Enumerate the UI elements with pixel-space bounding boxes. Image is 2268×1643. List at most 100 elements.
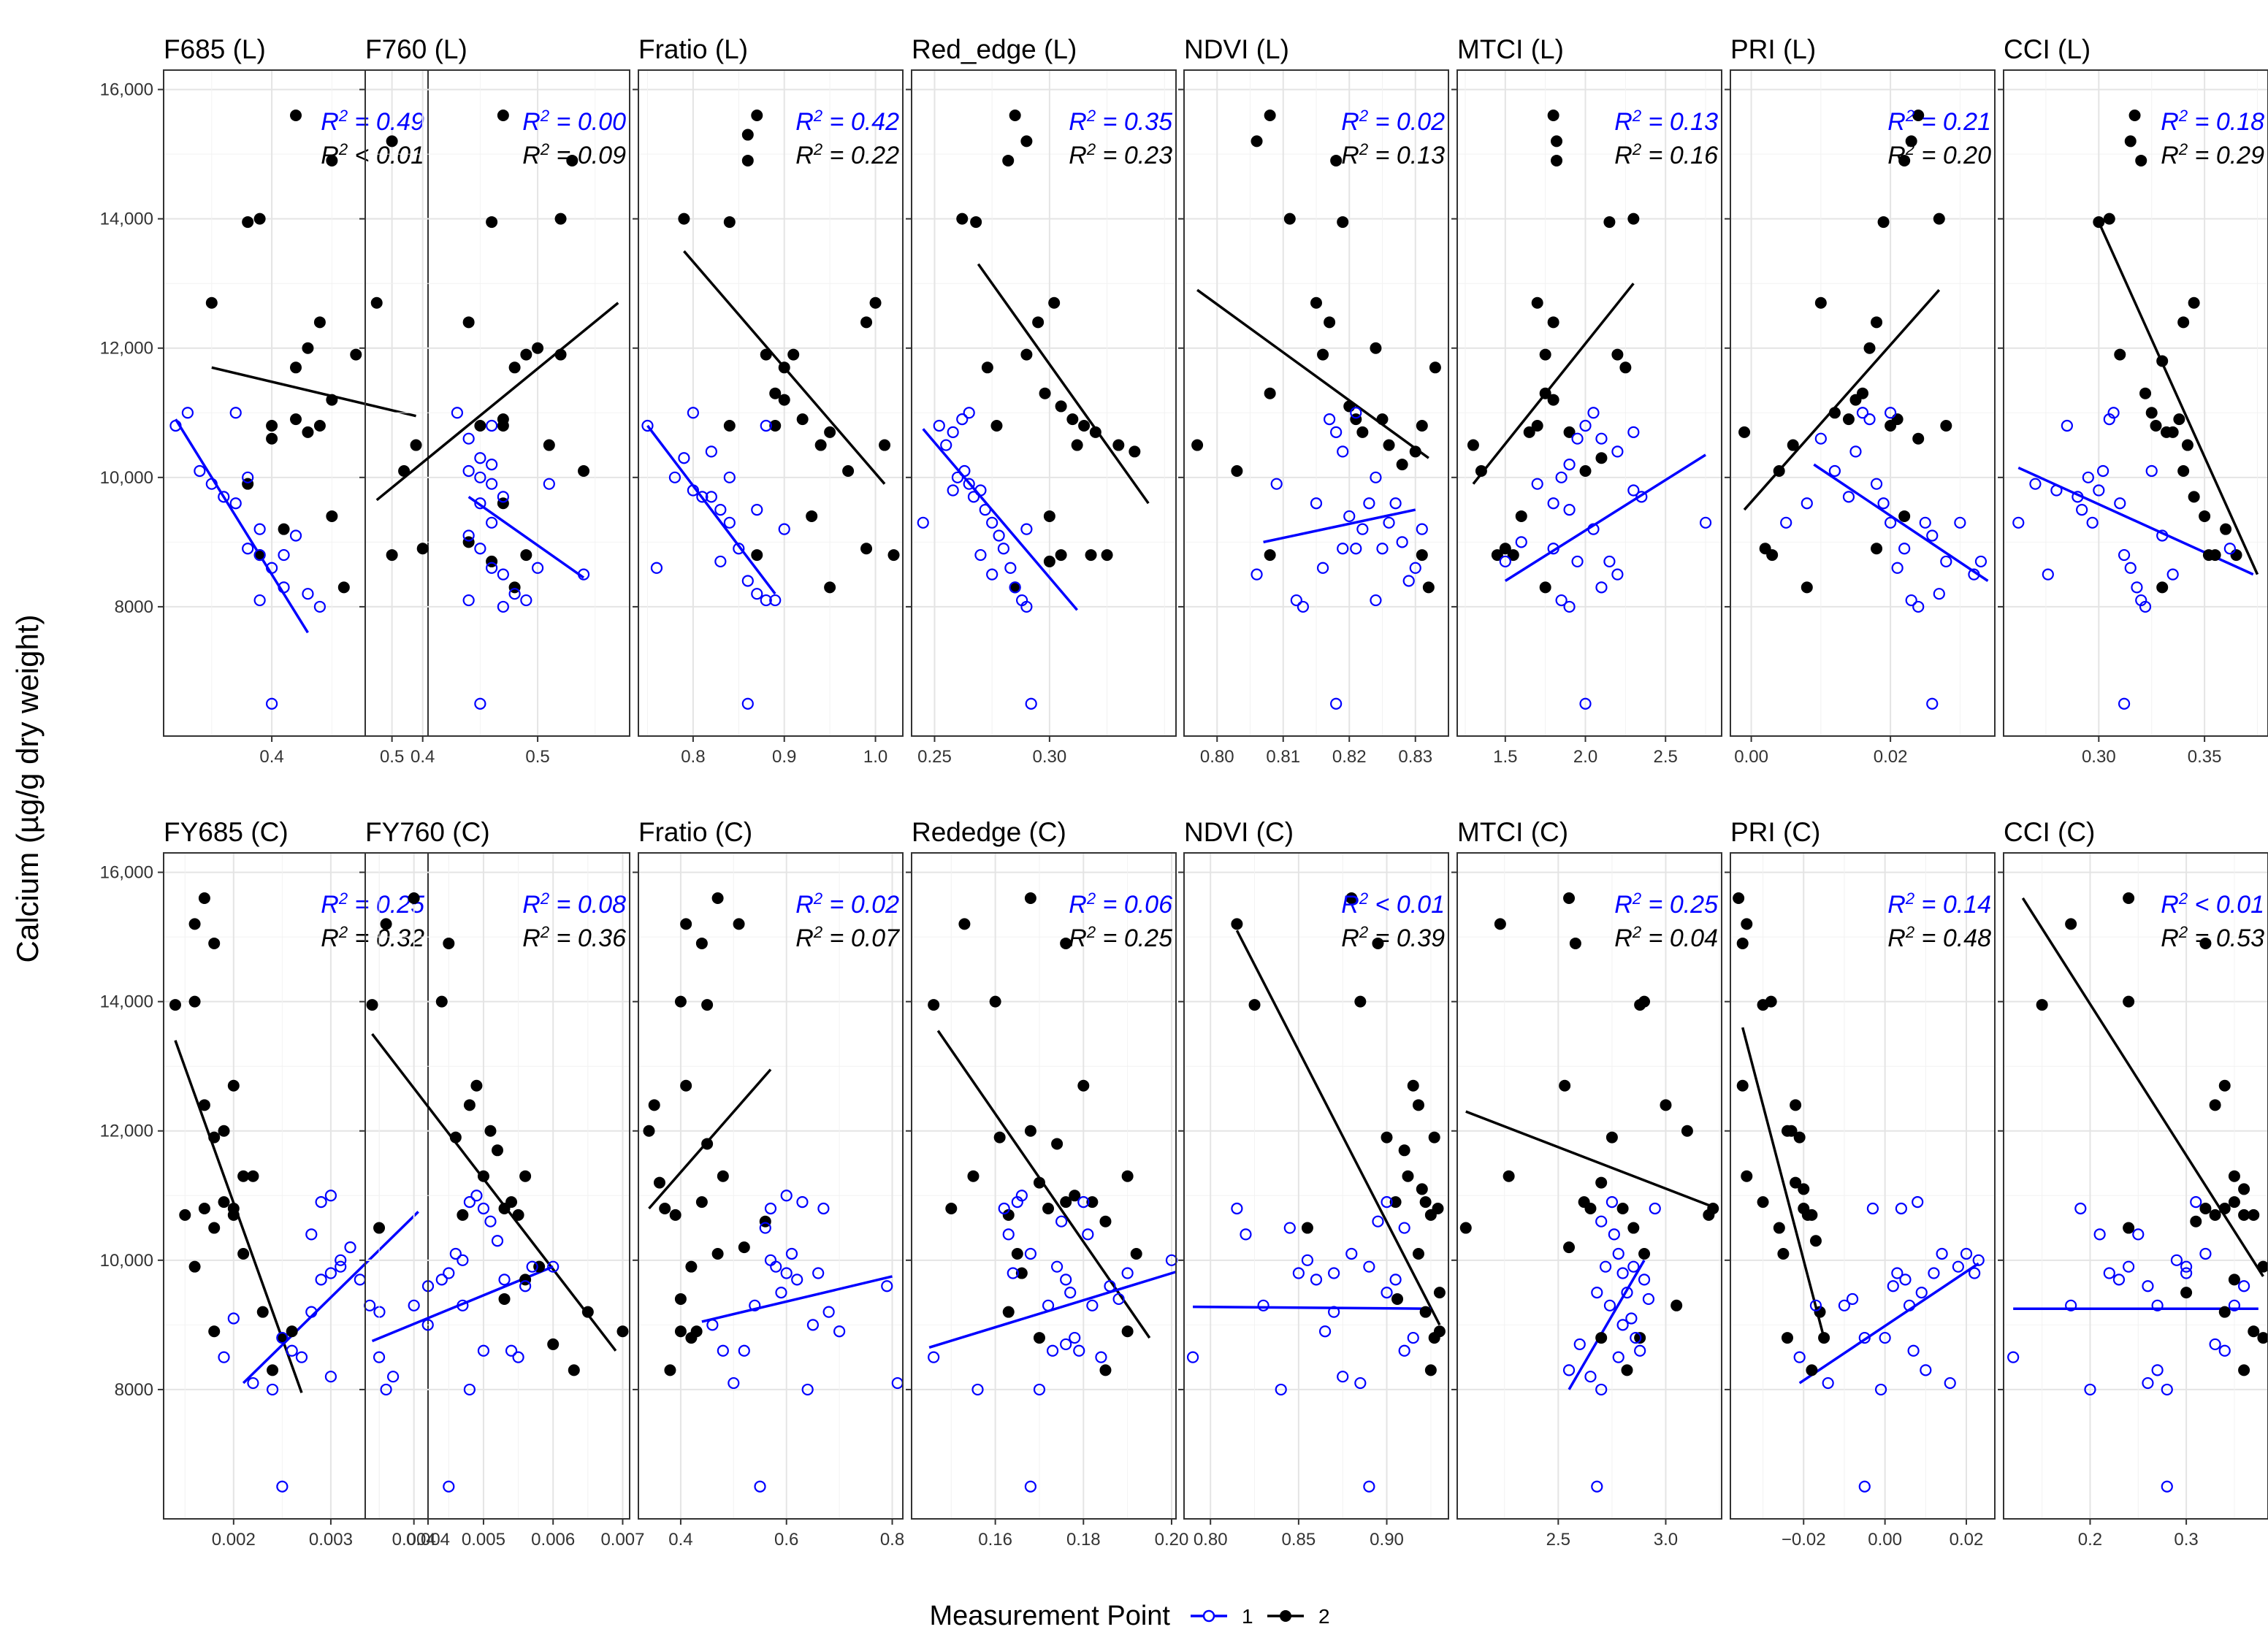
- point-series-2: [956, 212, 969, 225]
- point-series-2: [1798, 1183, 1810, 1195]
- point-series-1: [526, 1260, 538, 1273]
- point-series-2: [1416, 549, 1428, 562]
- point-series-1: [796, 1196, 809, 1209]
- point-series-1: [1046, 1344, 1059, 1357]
- r2-series-2: R2 = 0.36: [522, 923, 626, 953]
- point-series-2: [1015, 1267, 1028, 1279]
- point-series-2: [1433, 1325, 1446, 1338]
- point-series-2: [532, 342, 544, 354]
- point-series-2: [1491, 549, 1503, 562]
- point-series-2: [208, 1131, 221, 1144]
- point-series-2: [1507, 549, 1519, 562]
- point-series-1: [1345, 1247, 1358, 1260]
- fit-line-series-2: [1465, 1110, 1718, 1210]
- point-series-1: [1649, 1202, 1661, 1215]
- point-series-1: [1573, 1338, 1586, 1351]
- point-series-1: [497, 568, 509, 581]
- panel-border: [1730, 69, 1996, 737]
- point-series-1: [1186, 1351, 1199, 1363]
- point-series-1: [928, 1351, 940, 1363]
- point-series-2: [1707, 1202, 1719, 1214]
- point-series-1: [1562, 1364, 1576, 1376]
- point-series-2: [253, 212, 266, 225]
- point-series-1: [205, 478, 218, 490]
- point-series-1: [1363, 1480, 1375, 1493]
- point-series-2: [380, 918, 392, 930]
- panel-title: PRI (L): [1730, 34, 1816, 64]
- gridlines: [912, 70, 1176, 736]
- panel-border: [2003, 69, 2268, 737]
- point-series-2: [2248, 1325, 2260, 1338]
- y-axis: [633, 871, 638, 1390]
- r2-series-2: R2 = 0.48: [1887, 923, 1991, 953]
- point-series-1: [986, 568, 999, 581]
- point-series-2: [2248, 1209, 2260, 1221]
- points: [366, 892, 629, 1493]
- point-series-2: [578, 464, 590, 477]
- point-series-2: [1790, 1099, 1802, 1111]
- point-series-1: [324, 1267, 337, 1279]
- point-series-1: [2124, 562, 2137, 574]
- point-series-2: [993, 1131, 1006, 1144]
- point-series-2: [1736, 937, 1749, 949]
- point-series-2: [1310, 296, 1322, 309]
- point-series-1: [1587, 523, 1600, 535]
- point-series-2: [443, 937, 455, 949]
- point-series-2: [2238, 1183, 2250, 1195]
- point-series-2: [554, 348, 567, 361]
- point-series-2: [2218, 1079, 2231, 1092]
- point-series-2: [1584, 1202, 1597, 1214]
- point-series-1: [1842, 491, 1855, 503]
- point-series-2: [1681, 1125, 1693, 1137]
- point-series-2: [1283, 212, 1296, 225]
- point-series-2: [751, 549, 763, 562]
- r2-series-2: R2 = 0.32: [321, 923, 424, 953]
- point-series-2: [1459, 1222, 1472, 1234]
- point-series-2: [1432, 1202, 1444, 1214]
- point-series-1: [1015, 1190, 1028, 1202]
- y-axis: [359, 871, 365, 1390]
- legend-item-2: 2: [1267, 1605, 1330, 1628]
- y-axis: [906, 88, 912, 608]
- point-series-1: [2076, 503, 2088, 516]
- y-axis: [1725, 88, 1730, 608]
- point-series-1: [265, 562, 278, 574]
- point-series-2: [769, 387, 782, 399]
- point-series-1: [723, 516, 736, 529]
- point-series-1: [760, 419, 772, 432]
- x-axis: 0.4 0.5: [411, 736, 550, 767]
- point-series-1: [687, 484, 699, 497]
- point-series-1: [687, 407, 699, 419]
- r2-series-1: R2 < 0.01: [2161, 889, 2264, 919]
- point-series-2: [416, 543, 429, 555]
- point-series-1: [2166, 568, 2179, 581]
- r2-series-1: R2 = 0.08: [522, 889, 626, 919]
- point-series-2: [1324, 316, 1336, 329]
- point-series-1: [253, 594, 266, 607]
- point-series-1: [1343, 510, 1356, 523]
- point-series-1: [1121, 1267, 1134, 1279]
- point-series-2: [1009, 109, 1021, 121]
- point-series-1: [462, 464, 475, 478]
- point-series-2: [680, 918, 692, 930]
- point-series-1: [1907, 1344, 1920, 1357]
- point-series-1: [1240, 1228, 1252, 1241]
- point-series-2: [1370, 342, 1382, 354]
- point-series-1: [1363, 497, 1375, 510]
- point-series-1: [276, 1331, 289, 1344]
- point-series-2: [769, 419, 782, 432]
- point-series-2: [1354, 995, 1367, 1008]
- point-series-2: [2173, 413, 2185, 426]
- point-series-2: [2228, 1170, 2240, 1182]
- panel-13: NDVI (C) R2 < 0.01 R2 = 0.39 0.80 0.85 0.90: [1178, 817, 1449, 1550]
- point-series-1: [1952, 1260, 1964, 1273]
- point-series-1: [1828, 464, 1841, 478]
- point-series-1: [1885, 407, 1897, 419]
- point-series-2: [463, 1099, 476, 1111]
- gridlines: [365, 853, 630, 1519]
- point-series-1: [1407, 1331, 1419, 1344]
- point-series-1: [1898, 543, 1911, 555]
